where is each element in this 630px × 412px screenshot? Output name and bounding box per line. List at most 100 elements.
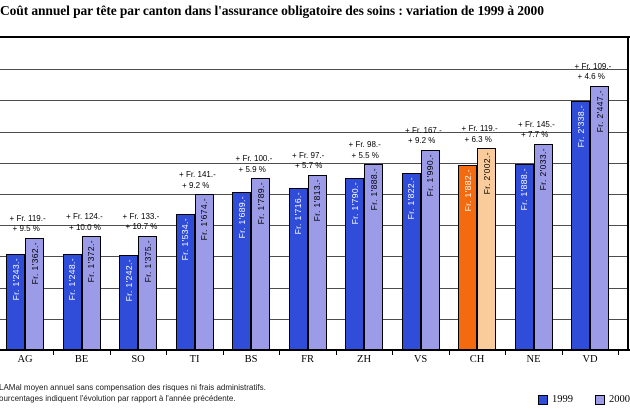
annotation-BE: + Fr. 124.- + 10.0 %	[66, 212, 103, 233]
bar-1999-BE: Fr. 1'248.-	[62, 253, 82, 350]
bar-value-label-1999-SO: Fr. 1'242.-	[123, 258, 134, 301]
bar-1999-SO: Fr. 1'242.-	[119, 254, 139, 350]
category-label-CH: CH	[469, 354, 485, 365]
bar-value-label-1999-BE: Fr. 1'248.-	[67, 257, 78, 301]
category-label-SO: SO	[131, 354, 145, 365]
bar-value-label-2000-CH: Fr. 2'002.-	[481, 152, 492, 195]
annotation-amount: + Fr. 98.-	[348, 140, 381, 150]
legend-swatch-2000	[595, 394, 605, 405]
bar-1999-FR: Fr. 1'716.-	[288, 188, 308, 350]
annotation-percent: + 6.3 %	[464, 134, 492, 144]
bar-2000-FR: Fr. 1'813.-	[307, 174, 327, 350]
bar-2000-VD: Fr. 2'447.-	[590, 85, 610, 350]
category-label-NE: NE	[526, 354, 541, 365]
bar-1999-VD: Fr. 2'338.-	[571, 101, 591, 350]
bar-value-label-2000-ZH: Fr. 1'888.-	[368, 168, 379, 211]
bar-1999-BS: Fr. 1'689.-	[232, 192, 252, 350]
annotation-SO: + Fr. 133.- + 10.7 %	[123, 212, 160, 233]
annotation-CH: + Fr. 119.- + 6.3 %	[462, 124, 498, 145]
axis-tick	[279, 351, 281, 355]
bar-value-label-1999-AG: Fr. 1'243.-	[10, 258, 21, 301]
category-label-AG: AG	[17, 354, 33, 365]
annotation-FR: + Fr. 97.- + 5.7 %	[292, 151, 324, 172]
legend-swatch-1999	[538, 394, 548, 405]
annotation-percent: + 10.0 %	[69, 222, 101, 232]
bar-value-label-2000-FR: Fr. 1'813.-	[312, 178, 323, 222]
bar-value-label-1999-CH: Fr. 1'882.-	[462, 169, 473, 212]
bar-value-label-2000-BS: Fr. 1'789.-	[255, 182, 266, 225]
annotation-percent: + 10.7 %	[125, 222, 158, 232]
legend: 1999 2000	[538, 394, 630, 405]
annotation-percent: + 9.2 %	[182, 180, 210, 190]
bar-value-label-2000-TI: Fr. 1'674.-	[199, 198, 210, 241]
bar-value-label-2000-BE: Fr. 1'372.-	[86, 240, 97, 283]
category-label-VD: VD	[582, 354, 598, 365]
category-label-BE: BE	[74, 354, 89, 365]
axis-tick	[392, 351, 394, 355]
axis-tick	[109, 351, 111, 355]
annotation-amount: + Fr. 145.-	[518, 119, 555, 129]
annotation-AG: + Fr. 119.- + 9.5 %	[10, 214, 46, 235]
annotation-amount: + Fr. 109.-	[574, 61, 612, 71]
category-label-VS: VS	[413, 354, 428, 365]
axis-tick	[335, 351, 337, 355]
annotation-TI: + Fr. 141.- + 9.2 %	[179, 170, 216, 191]
axis-tick	[166, 351, 168, 355]
bar-1999-VS: Fr. 1'822.-	[401, 173, 421, 350]
category-label-BS: BS	[244, 354, 258, 365]
annotation-percent: + 5.5 %	[351, 150, 379, 160]
annotation-amount: + Fr. 119.-	[461, 124, 498, 134]
bar-2000-ZH: Fr. 1'888.-	[364, 164, 384, 350]
bar-2000-BS: Fr. 1'789.-	[251, 178, 271, 350]
annotation-percent: + 4.6 %	[577, 72, 605, 82]
category-label-ZH: ZH	[357, 354, 372, 365]
bar-value-label-1999-FR: Fr. 1'716.-	[293, 192, 304, 235]
legend-item-1999: 1999	[538, 394, 573, 405]
bar-value-label-1999-VS: Fr. 1'822.-	[406, 177, 417, 220]
annotation-ZH: + Fr. 98.- + 5.5 %	[349, 140, 381, 161]
gridline	[0, 69, 627, 71]
x-axis-line	[0, 349, 630, 351]
axis-tick	[448, 351, 450, 355]
annotation-VD: + Fr. 109.- + 4.6 %	[575, 62, 612, 83]
bar-value-label-1999-ZH: Fr. 1'790.-	[349, 181, 360, 225]
bar-2000-VS: Fr. 1'990.-	[420, 149, 440, 350]
gridline	[0, 131, 627, 133]
annotation-percent: + 5.9 %	[238, 164, 266, 174]
annotation-amount: + Fr. 100.-	[235, 154, 273, 164]
bar-value-label-2000-AG: Fr. 1'362.-	[29, 241, 40, 285]
bar-value-label-1999-TI: Fr. 1'534.-	[180, 217, 191, 261]
gridline	[0, 162, 627, 164]
bar-value-label-1999-VD: Fr. 2'338.-	[575, 105, 586, 148]
category-label-FR: FR	[301, 354, 314, 365]
plot-right-border	[627, 37, 629, 350]
axis-tick	[222, 351, 224, 355]
category-label-TI: TI	[189, 354, 200, 365]
bar-2000-SO: Fr. 1'375.-	[138, 235, 158, 350]
bar-1999-TI: Fr. 1'534.-	[175, 213, 195, 350]
legend-label-2000: 2000	[609, 394, 630, 405]
bar-1999-ZH: Fr. 1'790.-	[345, 177, 365, 350]
bar-value-label-2000-VS: Fr. 1'990.-	[425, 153, 436, 197]
footnote-line-2: ourcentages indiquent l'évolution par ra…	[0, 394, 236, 403]
annotation-NE: + Fr. 145.- + 7.7 %	[518, 120, 555, 141]
bar-1999-CH: Fr. 1'882.-	[458, 165, 478, 350]
axis-tick	[505, 351, 507, 355]
annotation-amount: + Fr. 119.-	[9, 213, 46, 223]
bar-1999-AG: Fr. 1'243.-	[6, 254, 26, 350]
bar-1999-NE: Fr. 1'888.-	[514, 164, 534, 350]
axis-tick	[561, 351, 563, 355]
annotation-percent: + 7.7 %	[521, 130, 549, 140]
gridline	[0, 100, 627, 102]
annotation-percent: + 5.7 %	[295, 161, 323, 171]
bar-2000-AG: Fr. 1'362.-	[25, 237, 45, 350]
bar-value-label-2000-SO: Fr. 1'375.-	[142, 239, 153, 283]
bar-2000-NE: Fr. 2'033.-	[533, 143, 553, 350]
chart-title: Coût annuel par tête par canton dans l'a…	[0, 3, 544, 18]
annotation-amount: + Fr. 133.-	[122, 211, 160, 221]
bar-value-label-2000-VD: Fr. 2'447.-	[594, 89, 605, 133]
bar-2000-BE: Fr. 1'372.-	[81, 236, 101, 350]
axis-tick	[618, 351, 620, 355]
footnote-line-1: LAMal moyen annuel sans compensation des…	[0, 383, 266, 392]
